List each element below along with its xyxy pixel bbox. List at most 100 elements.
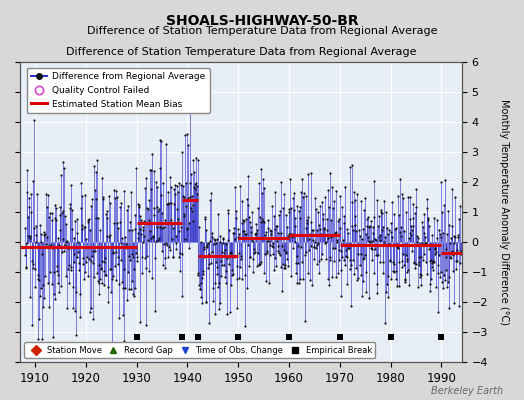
Point bbox=[258, 216, 266, 222]
Point bbox=[144, 268, 152, 274]
Point bbox=[80, 224, 88, 230]
Point bbox=[225, 226, 234, 233]
Point bbox=[222, 240, 230, 247]
Point bbox=[353, 242, 362, 248]
Point bbox=[351, 197, 359, 203]
Point bbox=[182, 203, 190, 209]
Point bbox=[190, 169, 199, 175]
Point bbox=[178, 250, 186, 257]
Point bbox=[445, 304, 454, 311]
Point bbox=[191, 197, 200, 204]
Point bbox=[163, 254, 172, 260]
Point bbox=[402, 269, 411, 276]
Point bbox=[432, 217, 441, 224]
Point bbox=[409, 222, 418, 229]
Point bbox=[344, 245, 352, 251]
Point bbox=[362, 231, 370, 237]
Point bbox=[168, 254, 177, 260]
Point bbox=[439, 230, 447, 236]
Point bbox=[419, 250, 428, 257]
Point bbox=[377, 208, 385, 215]
Point bbox=[170, 182, 179, 188]
Point bbox=[261, 251, 269, 257]
Point bbox=[122, 297, 130, 303]
Point bbox=[366, 239, 374, 246]
Point bbox=[379, 198, 388, 204]
Point bbox=[70, 251, 79, 258]
Point bbox=[112, 188, 120, 194]
Point bbox=[306, 231, 314, 238]
Point bbox=[406, 216, 414, 222]
Legend: Station Move, Record Gap, Time of Obs. Change, Empirical Break: Station Move, Record Gap, Time of Obs. C… bbox=[24, 342, 375, 358]
Point bbox=[454, 302, 463, 309]
Point bbox=[202, 298, 210, 305]
Point bbox=[373, 290, 381, 296]
Point bbox=[324, 276, 333, 282]
Point bbox=[58, 210, 66, 217]
Point bbox=[31, 266, 39, 272]
Point bbox=[294, 208, 303, 214]
Point bbox=[378, 227, 386, 233]
Point bbox=[322, 216, 331, 222]
Point bbox=[414, 284, 422, 290]
Point bbox=[143, 253, 151, 260]
Point bbox=[341, 262, 350, 268]
Point bbox=[114, 261, 122, 267]
Point bbox=[332, 274, 340, 280]
Point bbox=[87, 203, 95, 209]
Point bbox=[36, 222, 44, 228]
Point bbox=[379, 224, 388, 231]
Point bbox=[63, 266, 72, 272]
Point bbox=[261, 232, 269, 238]
Point bbox=[326, 257, 335, 263]
Point bbox=[239, 218, 248, 224]
Point bbox=[280, 265, 289, 271]
Point bbox=[179, 192, 188, 199]
Point bbox=[77, 205, 85, 211]
Point bbox=[128, 227, 137, 234]
Point bbox=[451, 234, 459, 240]
Point bbox=[407, 232, 415, 238]
Point bbox=[302, 249, 311, 255]
Point bbox=[401, 277, 410, 283]
Point bbox=[250, 249, 259, 255]
Point bbox=[438, 208, 446, 215]
Point bbox=[236, 264, 245, 270]
Point bbox=[223, 255, 231, 261]
Point bbox=[206, 238, 214, 244]
Point bbox=[430, 244, 439, 251]
Point bbox=[232, 208, 240, 214]
Point bbox=[430, 259, 438, 265]
Point bbox=[193, 272, 202, 278]
Point bbox=[192, 183, 201, 190]
Point bbox=[226, 281, 235, 288]
Point bbox=[247, 224, 255, 230]
Point bbox=[254, 261, 263, 268]
Point bbox=[416, 274, 424, 280]
Point bbox=[267, 227, 275, 234]
Point bbox=[145, 217, 154, 224]
Point bbox=[337, 203, 346, 210]
Point bbox=[417, 253, 425, 260]
Point bbox=[364, 234, 372, 240]
Point bbox=[240, 227, 248, 234]
Point bbox=[371, 236, 379, 242]
Point bbox=[246, 218, 255, 225]
Point bbox=[337, 267, 346, 273]
Point bbox=[412, 186, 420, 192]
Point bbox=[100, 268, 108, 275]
Point bbox=[390, 269, 399, 276]
Point bbox=[296, 276, 304, 282]
Point bbox=[397, 257, 406, 264]
Point bbox=[132, 250, 140, 256]
Point bbox=[441, 177, 450, 184]
Point bbox=[139, 224, 148, 230]
Point bbox=[398, 264, 406, 270]
Point bbox=[401, 279, 409, 285]
Point bbox=[40, 232, 48, 239]
Point bbox=[30, 283, 39, 290]
Point bbox=[393, 244, 401, 250]
Point bbox=[263, 248, 271, 254]
Point bbox=[37, 285, 45, 291]
Point bbox=[414, 262, 423, 268]
